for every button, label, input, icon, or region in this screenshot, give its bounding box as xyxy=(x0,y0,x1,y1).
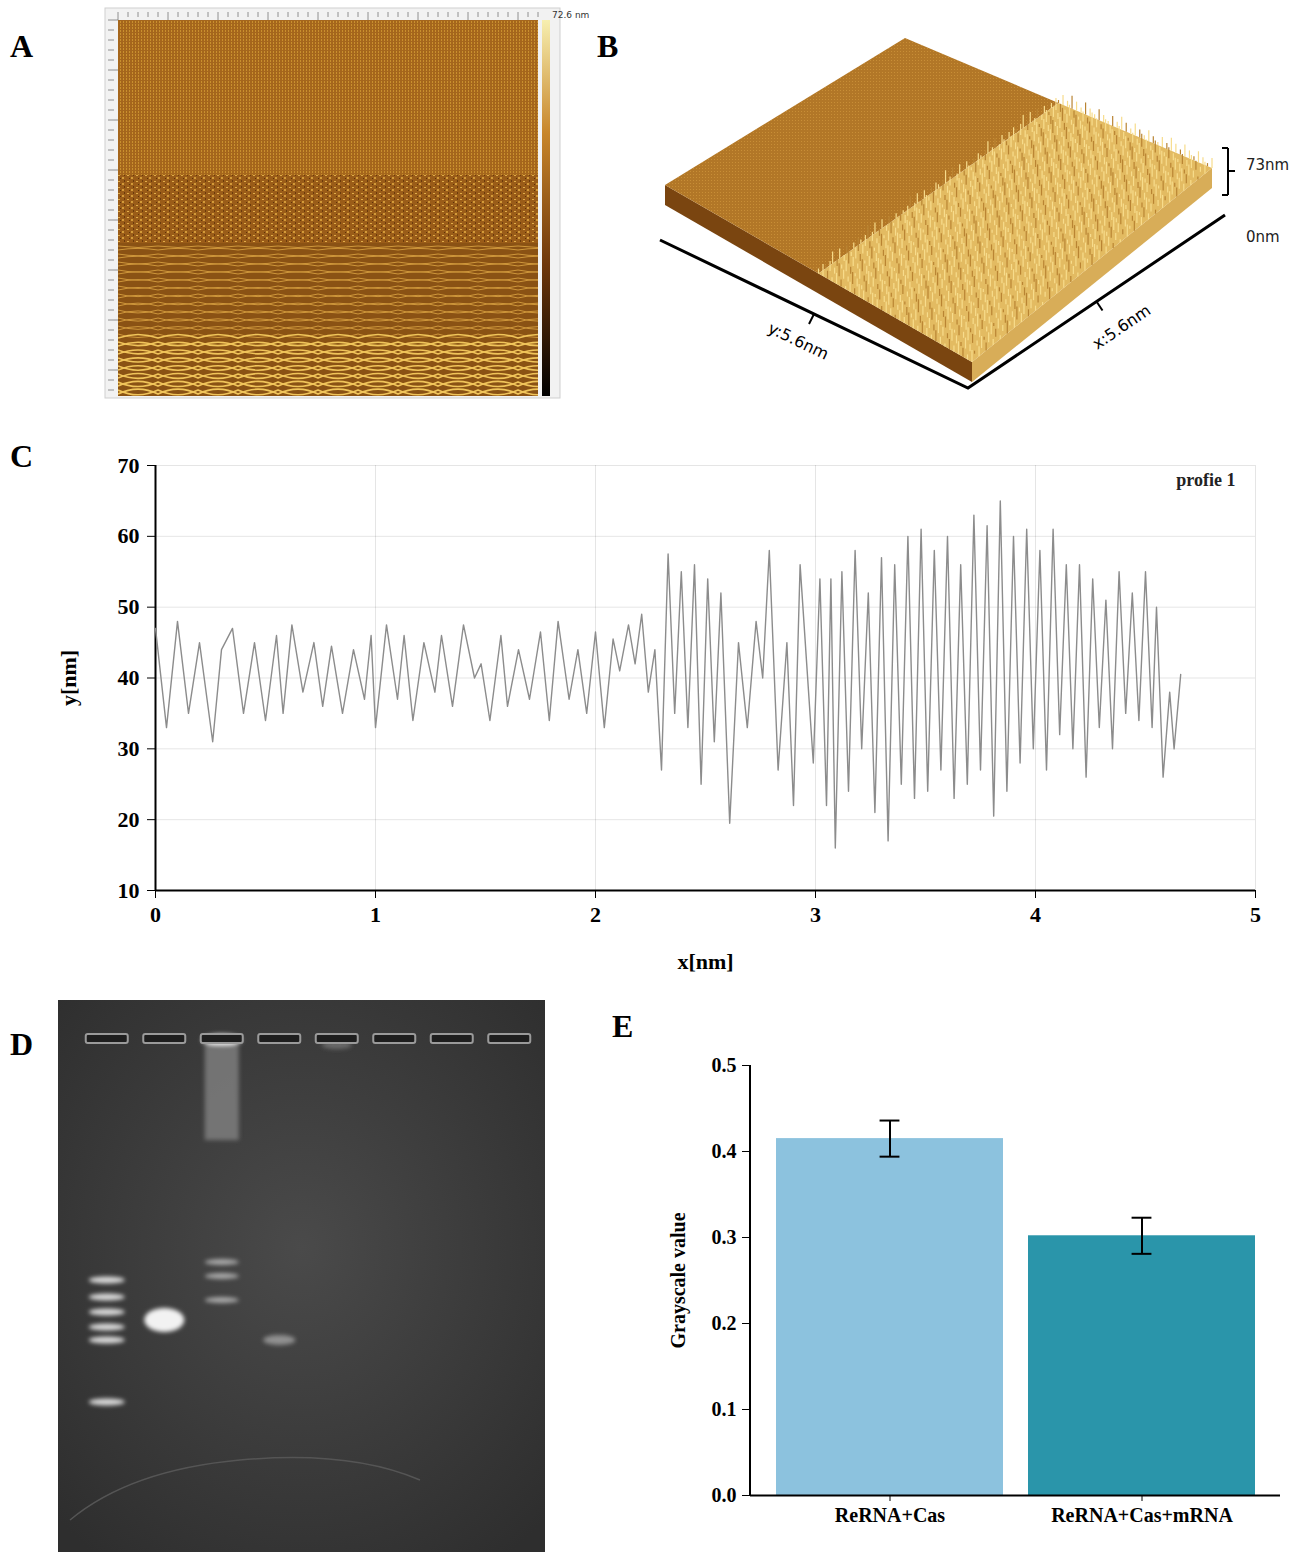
svg-text:x[nm]: x[nm] xyxy=(677,949,733,974)
svg-text:profie 1: profie 1 xyxy=(1176,470,1235,490)
html-text:E: E xyxy=(612,1008,634,1044)
svg-text:0nm: 0nm xyxy=(1246,228,1280,246)
svg-text:40: 40 xyxy=(118,665,140,690)
svg-text:20: 20 xyxy=(118,807,140,832)
svg-text:0.4: 0.4 xyxy=(712,1140,737,1162)
svg-text:0.1: 0.1 xyxy=(712,1398,737,1420)
html-text:A: A xyxy=(10,28,34,64)
svg-text:73nm: 73nm xyxy=(1246,156,1289,174)
svg-text:72.6 nm: 72.6 nm xyxy=(552,10,589,20)
svg-text:ReRNA+Cas+mRNA: ReRNA+Cas+mRNA xyxy=(1051,1504,1233,1526)
svg-text:x:5.6nm: x:5.6nm xyxy=(1089,301,1154,354)
svg-text:4: 4 xyxy=(1030,902,1041,927)
svg-text:y:5.6nm: y:5.6nm xyxy=(765,318,832,363)
svg-text:0.3: 0.3 xyxy=(712,1226,737,1248)
svg-text:60: 60 xyxy=(118,523,140,548)
svg-text:1: 1 xyxy=(370,902,381,927)
svg-text:0: 0 xyxy=(150,902,161,927)
svg-text:ReRNA+Cas: ReRNA+Cas xyxy=(835,1504,945,1526)
svg-text:10: 10 xyxy=(118,878,140,903)
svg-text:50: 50 xyxy=(118,594,140,619)
svg-text:0.5: 0.5 xyxy=(712,1054,737,1076)
html-text:B: B xyxy=(597,28,619,64)
svg-text:70: 70 xyxy=(118,453,140,478)
svg-text:30: 30 xyxy=(118,736,140,761)
svg-text:0.2: 0.2 xyxy=(712,1312,737,1334)
html-text:C: C xyxy=(10,438,34,474)
svg-text:Grayscale value: Grayscale value xyxy=(667,1212,690,1348)
html-text:D: D xyxy=(10,1026,34,1062)
svg-text:2: 2 xyxy=(590,902,601,927)
svg-text:5: 5 xyxy=(1250,902,1261,927)
svg-text:0.0: 0.0 xyxy=(712,1484,737,1506)
svg-text:y[nm]: y[nm] xyxy=(56,650,81,706)
svg-text:3: 3 xyxy=(810,902,821,927)
